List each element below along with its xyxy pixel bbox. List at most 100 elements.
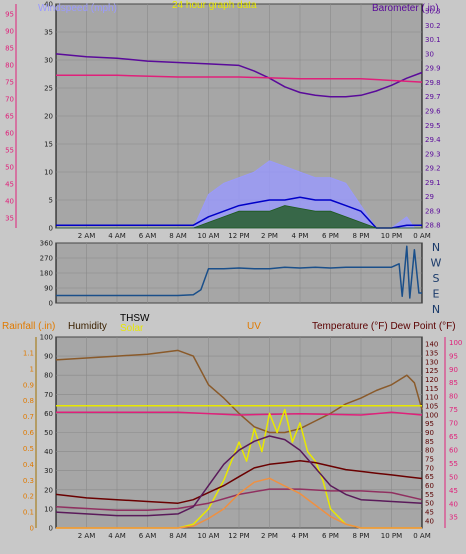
bottom-right-tick: 130 <box>425 358 438 366</box>
bottom-rain-tick: 1.1 <box>23 349 34 357</box>
top-far-left-tick: 35 <box>5 214 14 222</box>
top-far-left-tick: 80 <box>5 62 14 70</box>
legend-thsw: THSW <box>120 313 150 324</box>
bottom-series <box>55 349 423 529</box>
top-far-left-tick: 55 <box>5 146 14 154</box>
bottom-rain-tick: 0.1 <box>23 509 34 517</box>
bottom-far-right-tick: 80 <box>449 393 458 401</box>
top-series-0 <box>55 53 423 98</box>
top-x-tick: 2 PM <box>261 232 278 240</box>
bottom-gridlines <box>56 336 422 529</box>
bottom-x-tick: 2 AM <box>78 532 96 540</box>
bottom-x-tick: 4 AM <box>108 532 126 540</box>
bottom-series-6 <box>55 435 423 517</box>
top-x-tick: 8 AM <box>169 232 187 240</box>
bottom-series-7 <box>56 477 422 529</box>
compass-label: N <box>432 303 440 316</box>
top-far-left-tick: 40 <box>5 197 14 205</box>
bottom-far-right-tick: 75 <box>449 406 458 414</box>
bottom-far-right-tick: 55 <box>449 460 458 468</box>
top-x-tick: 0 AM <box>413 232 431 240</box>
bottom-x-tick: 2 PM <box>261 532 278 540</box>
bottom-far-right-tick: 70 <box>449 420 458 428</box>
compass-label: E <box>433 288 440 301</box>
bottom-left-tick: 90 <box>44 353 53 361</box>
bottom-x-tick: 6 PM <box>322 532 339 540</box>
bottom-x-tick: 8 AM <box>169 532 187 540</box>
top-right-tick: 30.1 <box>425 36 441 44</box>
bottom-x-tick: 6 AM <box>139 532 157 540</box>
top-far-left-tick: 75 <box>5 79 14 87</box>
top-right-tick: 29.4 <box>425 136 441 144</box>
top-x-tick: 4 PM <box>292 232 309 240</box>
top-right-tick: 29.1 <box>425 179 441 187</box>
bottom-x-tick: 10 AM <box>198 532 220 540</box>
top-left-tick: 20 <box>44 113 53 121</box>
top-left-tick: 30 <box>44 57 53 65</box>
bottom-x-tick: 0 AM <box>413 532 431 540</box>
bottom-left-tick: 50 <box>44 429 53 437</box>
legend-barometer: Barometer (.in) <box>372 3 439 14</box>
top-series <box>55 53 423 229</box>
bottom-x-tick: 12 PM <box>228 532 249 540</box>
bottom-left-tick: 10 <box>44 505 53 513</box>
wind-direction-left-tick: 360 <box>40 240 53 248</box>
bottom-right-tick: 70 <box>425 464 434 472</box>
bottom-right-tick: 95 <box>425 420 434 428</box>
bottom-rain-tick: 1 <box>30 365 34 373</box>
bottom-far-right-tick: 100 <box>449 339 462 347</box>
top-left-tick: 15 <box>44 141 53 149</box>
top-x-tick: 12 PM <box>228 232 249 240</box>
wind-direction-gridlines <box>56 242 422 304</box>
legend-windspeed: Windspeed (mph) <box>38 3 117 14</box>
legend-temperature: Temperature (°F) Dew Point (°F) <box>312 321 456 332</box>
bottom-right-tick: 135 <box>425 349 438 357</box>
bottom-rain-tick: 0.2 <box>23 493 34 501</box>
top-left-tick: 40 <box>44 1 53 9</box>
bottom-far-right-tick: 40 <box>449 500 458 508</box>
bottom-right-tick: 110 <box>425 394 438 402</box>
top-right-tick: 29.6 <box>425 108 441 116</box>
legend-rainfall: Rainfall (.in) <box>2 321 55 332</box>
legend-humidity: Humidity <box>68 321 107 332</box>
bottom-right-tick: 115 <box>425 385 438 393</box>
top-far-left-tick: 65 <box>5 113 14 121</box>
bottom-right-tick: 40 <box>425 517 434 525</box>
top-x-tick: 10 AM <box>198 232 220 240</box>
bottom-left-tick: 60 <box>44 410 53 418</box>
legend-uv: UV <box>247 321 261 332</box>
top-left-tick: 25 <box>44 85 53 93</box>
top-x-tick: 6 AM <box>139 232 157 240</box>
bottom-right-tick: 60 <box>425 482 434 490</box>
top-right-tick: 30.3 <box>425 8 441 16</box>
bottom-far-right-tick: 90 <box>449 366 458 374</box>
bottom-right-tick: 125 <box>425 367 438 375</box>
wind-direction-left-tick: 180 <box>40 270 53 278</box>
top-right-tick: 29.3 <box>425 150 441 158</box>
bottom-x-tick: 10 PM <box>381 532 402 540</box>
top-x-tick: 10 PM <box>381 232 402 240</box>
bottom-far-right-tick: 65 <box>449 433 458 441</box>
bottom-right-tick: 90 <box>425 429 434 437</box>
bottom-right-tick: 80 <box>425 447 434 455</box>
compass-label: N <box>432 241 440 254</box>
top-right-tick: 29.8 <box>425 79 441 87</box>
bottom-right-tick: 140 <box>425 341 438 349</box>
top-series-1 <box>56 74 423 83</box>
bottom-right-tick: 105 <box>425 402 438 410</box>
bottom-rain-tick: 0.9 <box>23 381 34 389</box>
bottom-right-tick: 100 <box>425 411 438 419</box>
bottom-left-tick: 0 <box>49 525 53 533</box>
top-right-tick: 29.9 <box>425 65 441 73</box>
top-far-left-tick: 50 <box>5 163 14 171</box>
top-right-tick: 30 <box>425 50 434 58</box>
top-right-tick: 30.2 <box>425 22 441 30</box>
top-right-tick: 29.7 <box>425 93 441 101</box>
bottom-right-tick: 45 <box>425 509 434 517</box>
top-far-left-tick: 70 <box>5 96 14 104</box>
top-left-tick: 35 <box>44 29 53 37</box>
bottom-rain-tick: 0.8 <box>23 397 34 405</box>
bottom-left-tick: 100 <box>40 334 53 342</box>
bottom-series-2 <box>56 408 422 529</box>
